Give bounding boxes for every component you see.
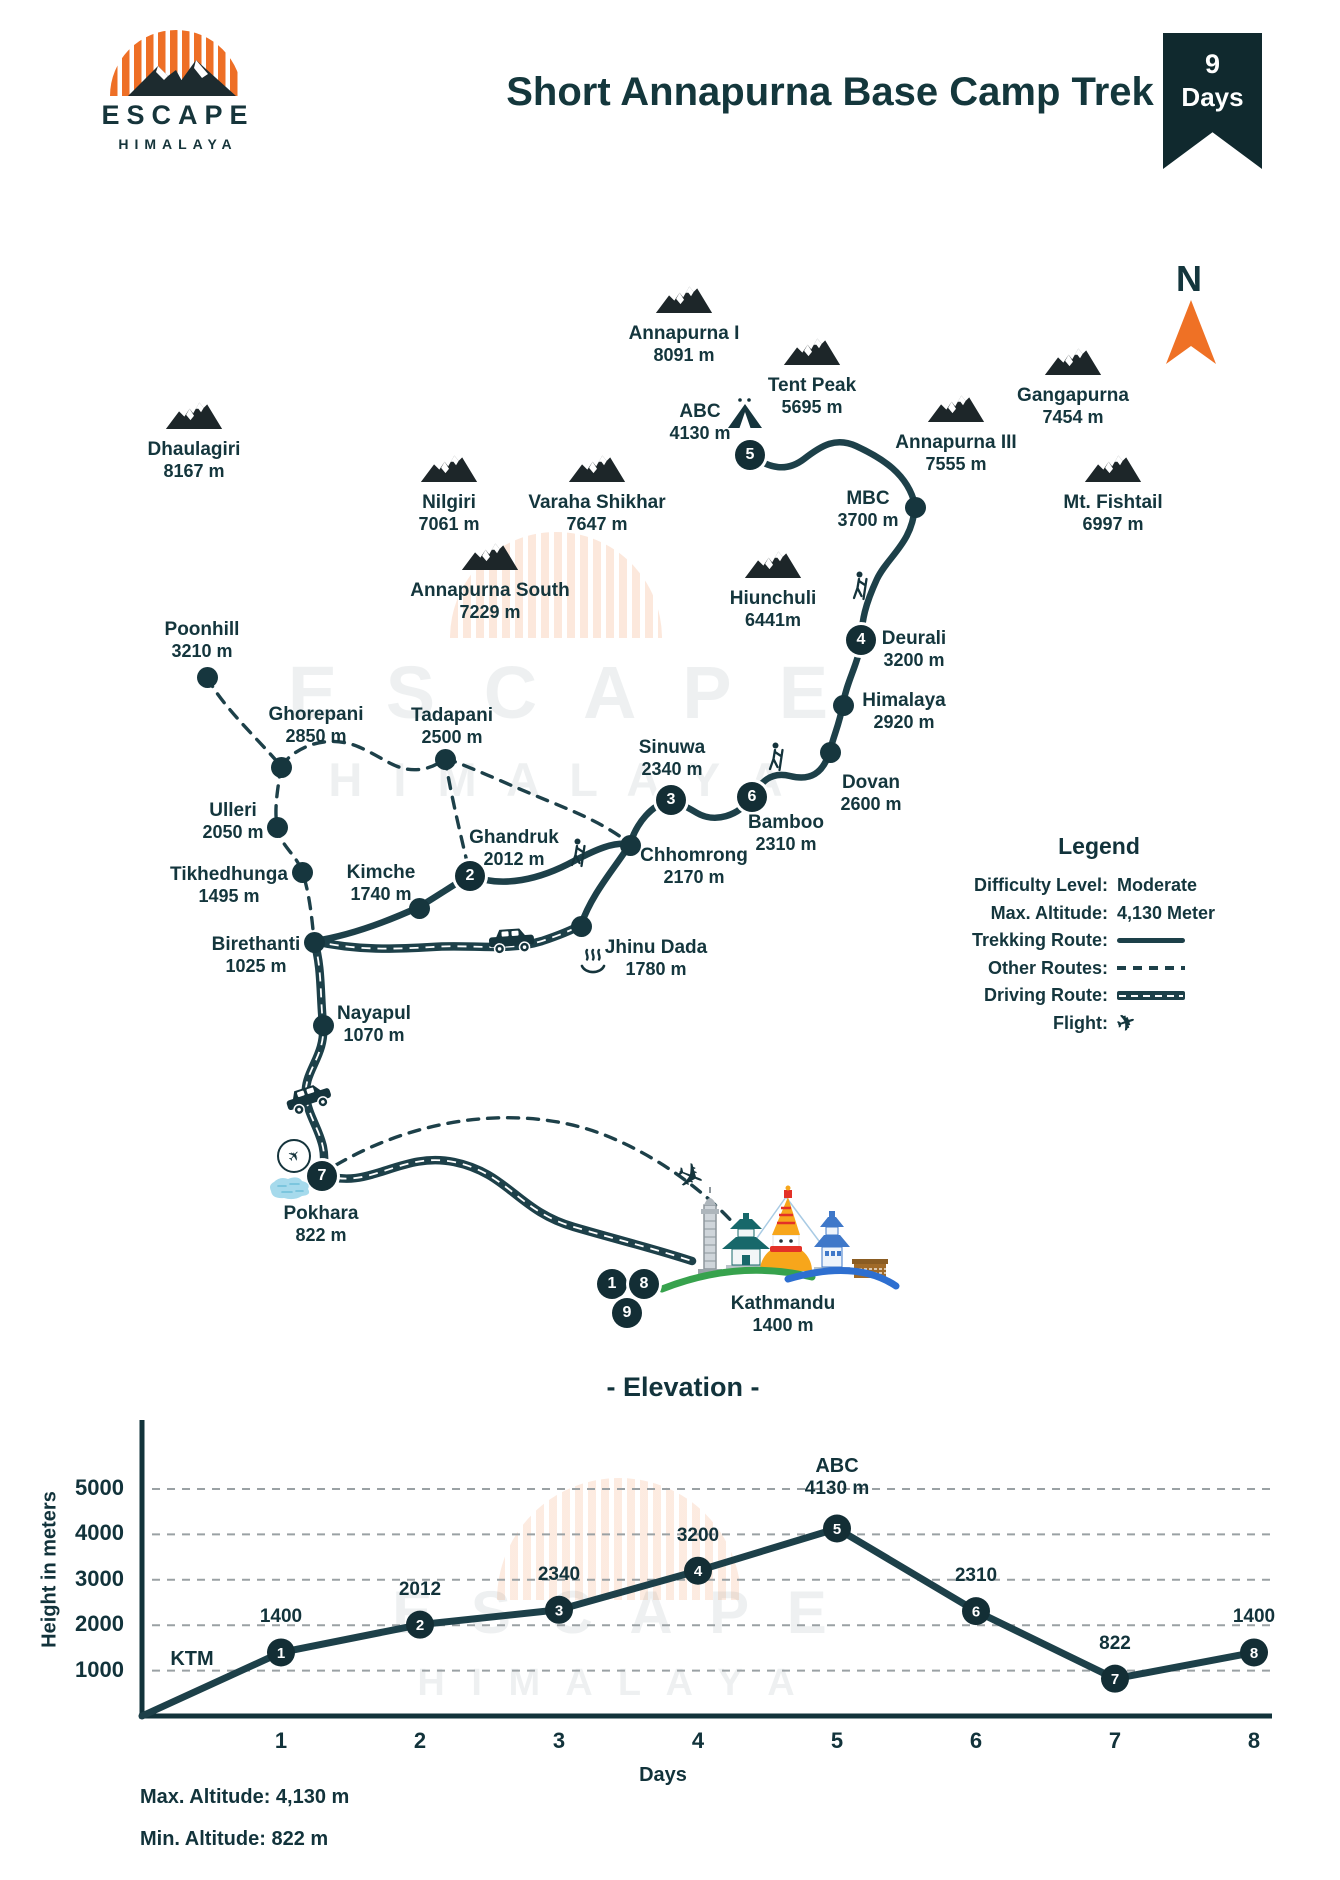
legend-row: Flight: ✈	[918, 1008, 1280, 1037]
svg-text:3: 3	[555, 1602, 563, 1619]
driving-route	[301, 920, 697, 1266]
max-altitude-note: Max. Altitude: 4,130 m	[140, 1786, 350, 1808]
watermark-text: E S C A P E	[287, 651, 843, 734]
legend-label: Other Routes:	[987, 957, 1108, 978]
elevation-day-node-1	[267, 1638, 295, 1667]
elevation-section-title: - Elevation -	[606, 1372, 760, 1402]
legend-label: Driving Route:	[984, 985, 1108, 1006]
elevation-chart: 1 2 3 4 5 6 7 8	[138, 1420, 1272, 1720]
kathmandu-skyline-illustration	[660, 1185, 900, 1293]
driving-route-swatch	[1117, 991, 1185, 1001]
legend-row: Difficulty Level: Moderate	[918, 872, 1280, 900]
logo-subtitle: HIMALAYA	[118, 136, 238, 152]
legend-value: Moderate	[1117, 875, 1198, 896]
logo-wordmark: ESCAPE	[101, 100, 255, 130]
svg-text:7: 7	[1111, 1671, 1119, 1688]
legend-row: Trekking Route:	[918, 927, 1280, 955]
legend-label: Max. Altitude:	[990, 902, 1108, 923]
logo-mountains-icon	[128, 60, 236, 96]
trekking-route	[310, 439, 919, 945]
elevation-day-node-7	[1101, 1664, 1129, 1693]
legend-title: Legend	[1058, 833, 1140, 859]
north-compass-label: N	[1176, 258, 1202, 299]
watermark-text: H I M A L A Y A	[328, 753, 792, 806]
elevation-day-node-6	[962, 1597, 990, 1626]
page-title: Short Annapurna Base Camp Trek	[506, 70, 1154, 114]
trekking-route-swatch	[1117, 938, 1185, 944]
svg-text:2: 2	[416, 1617, 424, 1634]
legend-value	[1117, 966, 1185, 971]
elevation-day-node-4	[684, 1556, 712, 1585]
min-altitude-note: Min. Altitude: 822 m	[140, 1828, 329, 1850]
svg-text:1: 1	[277, 1645, 285, 1662]
elevation-day-node-5	[823, 1514, 851, 1543]
legend-label: Difficulty Level:	[973, 875, 1108, 896]
elevation-day-node-2	[406, 1610, 434, 1639]
legend-label: Trekking Route:	[971, 930, 1108, 951]
elevation-day-node-3	[545, 1595, 573, 1624]
legend-rows: Difficulty Level: Moderate Max. Altitude: 4…	[918, 872, 1280, 1037]
legend-value	[1117, 938, 1185, 944]
north-arrow	[1166, 300, 1216, 364]
y-axis-title: Height in meters	[38, 1491, 61, 1648]
legend-value: ✈	[1113, 1008, 1138, 1037]
legend-row: Max. Altitude: 4,130 Meter	[918, 900, 1280, 928]
svg-text:5: 5	[833, 1521, 841, 1538]
legend-value: 4,130 Meter	[1117, 902, 1216, 923]
legend-row: Driving Route:	[918, 982, 1280, 1010]
legend-row: Other Routes:	[918, 955, 1280, 983]
escape-himalaya-logo: ESCAPE HIMALAYA	[78, 24, 278, 164]
other-routes	[205, 675, 738, 1228]
svg-text:4: 4	[694, 1563, 703, 1580]
svg-text:6: 6	[972, 1604, 980, 1621]
x-axis-title: Days	[639, 1764, 687, 1786]
watermark-text: E S C A P E	[392, 1579, 838, 1646]
watermark-text: H I M A L A Y A	[417, 1662, 803, 1704]
svg-text:8: 8	[1250, 1645, 1258, 1662]
legend-value	[1117, 991, 1185, 1001]
flight-icon: ✈	[1113, 1008, 1139, 1038]
ribbon-days-word: Days	[1181, 82, 1244, 112]
other-route-swatch	[1117, 966, 1185, 971]
legend: Legend Difficulty Level: Moderate Max. Alt…	[918, 833, 1280, 1038]
elevation-day-node-8	[1240, 1638, 1268, 1667]
legend-label: Flight:	[1053, 1012, 1108, 1033]
ribbon-days-count: 9	[1204, 49, 1221, 79]
